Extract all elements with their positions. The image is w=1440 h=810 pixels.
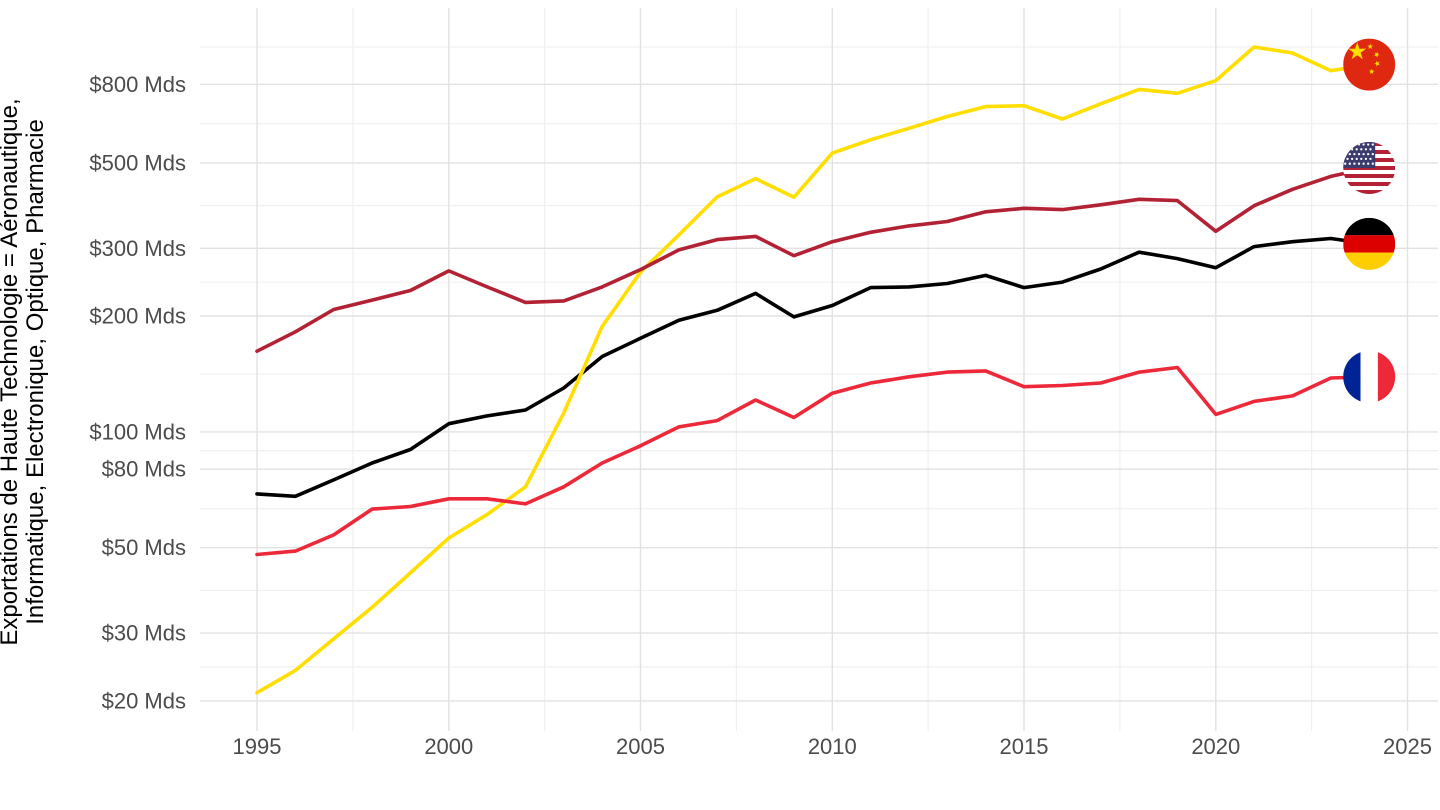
x-tick-label: 2025 bbox=[1383, 734, 1432, 759]
y-axis-title-line2: Informatique, Electronique, Optique, Pha… bbox=[22, 119, 49, 625]
x-tick-label: 2020 bbox=[1191, 734, 1240, 759]
x-tick-label: 1995 bbox=[233, 734, 282, 759]
y-tick-label: $200 Mds bbox=[89, 304, 186, 329]
y-tick-label: $300 Mds bbox=[89, 236, 186, 261]
china-flag-icon bbox=[1343, 38, 1396, 91]
x-tick-label: 2015 bbox=[1000, 734, 1049, 759]
x-tick-label: 2010 bbox=[808, 734, 857, 759]
usa-flag-icon bbox=[1343, 142, 1396, 194]
y-tick-label: $30 Mds bbox=[102, 621, 186, 646]
flag-markers bbox=[1343, 38, 1396, 403]
line-china bbox=[255, 45, 1371, 695]
x-tick-label: 2000 bbox=[424, 734, 473, 759]
x-tick-label: 2005 bbox=[616, 734, 665, 759]
y-tick-label: $20 Mds bbox=[102, 688, 186, 713]
y-tick-label: $500 Mds bbox=[89, 150, 186, 175]
x-axis-tick-labels: 1995 2000 2005 2010 2015 2020 2025 bbox=[233, 734, 1432, 759]
germany-flag-icon bbox=[1343, 217, 1396, 270]
y-tick-label: $100 Mds bbox=[89, 419, 186, 444]
y-axis-title-line1: Exportations de Haute Technologie = Aéro… bbox=[0, 98, 23, 645]
line-germany bbox=[255, 236, 1371, 499]
minor-gridlines bbox=[200, 8, 1438, 731]
major-gridlines bbox=[200, 8, 1438, 731]
line-france bbox=[255, 365, 1371, 557]
data-lines bbox=[255, 45, 1371, 695]
y-tick-label: $50 Mds bbox=[102, 535, 186, 560]
france-flag-icon bbox=[1343, 350, 1396, 403]
y-axis-tick-labels: $20 Mds $30 Mds $50 Mds $80 Mds $100 Mds $200… bbox=[89, 72, 186, 714]
line-usa bbox=[255, 166, 1371, 354]
y-tick-label: $800 Mds bbox=[89, 72, 186, 97]
y-tick-label: $80 Mds bbox=[102, 457, 186, 482]
